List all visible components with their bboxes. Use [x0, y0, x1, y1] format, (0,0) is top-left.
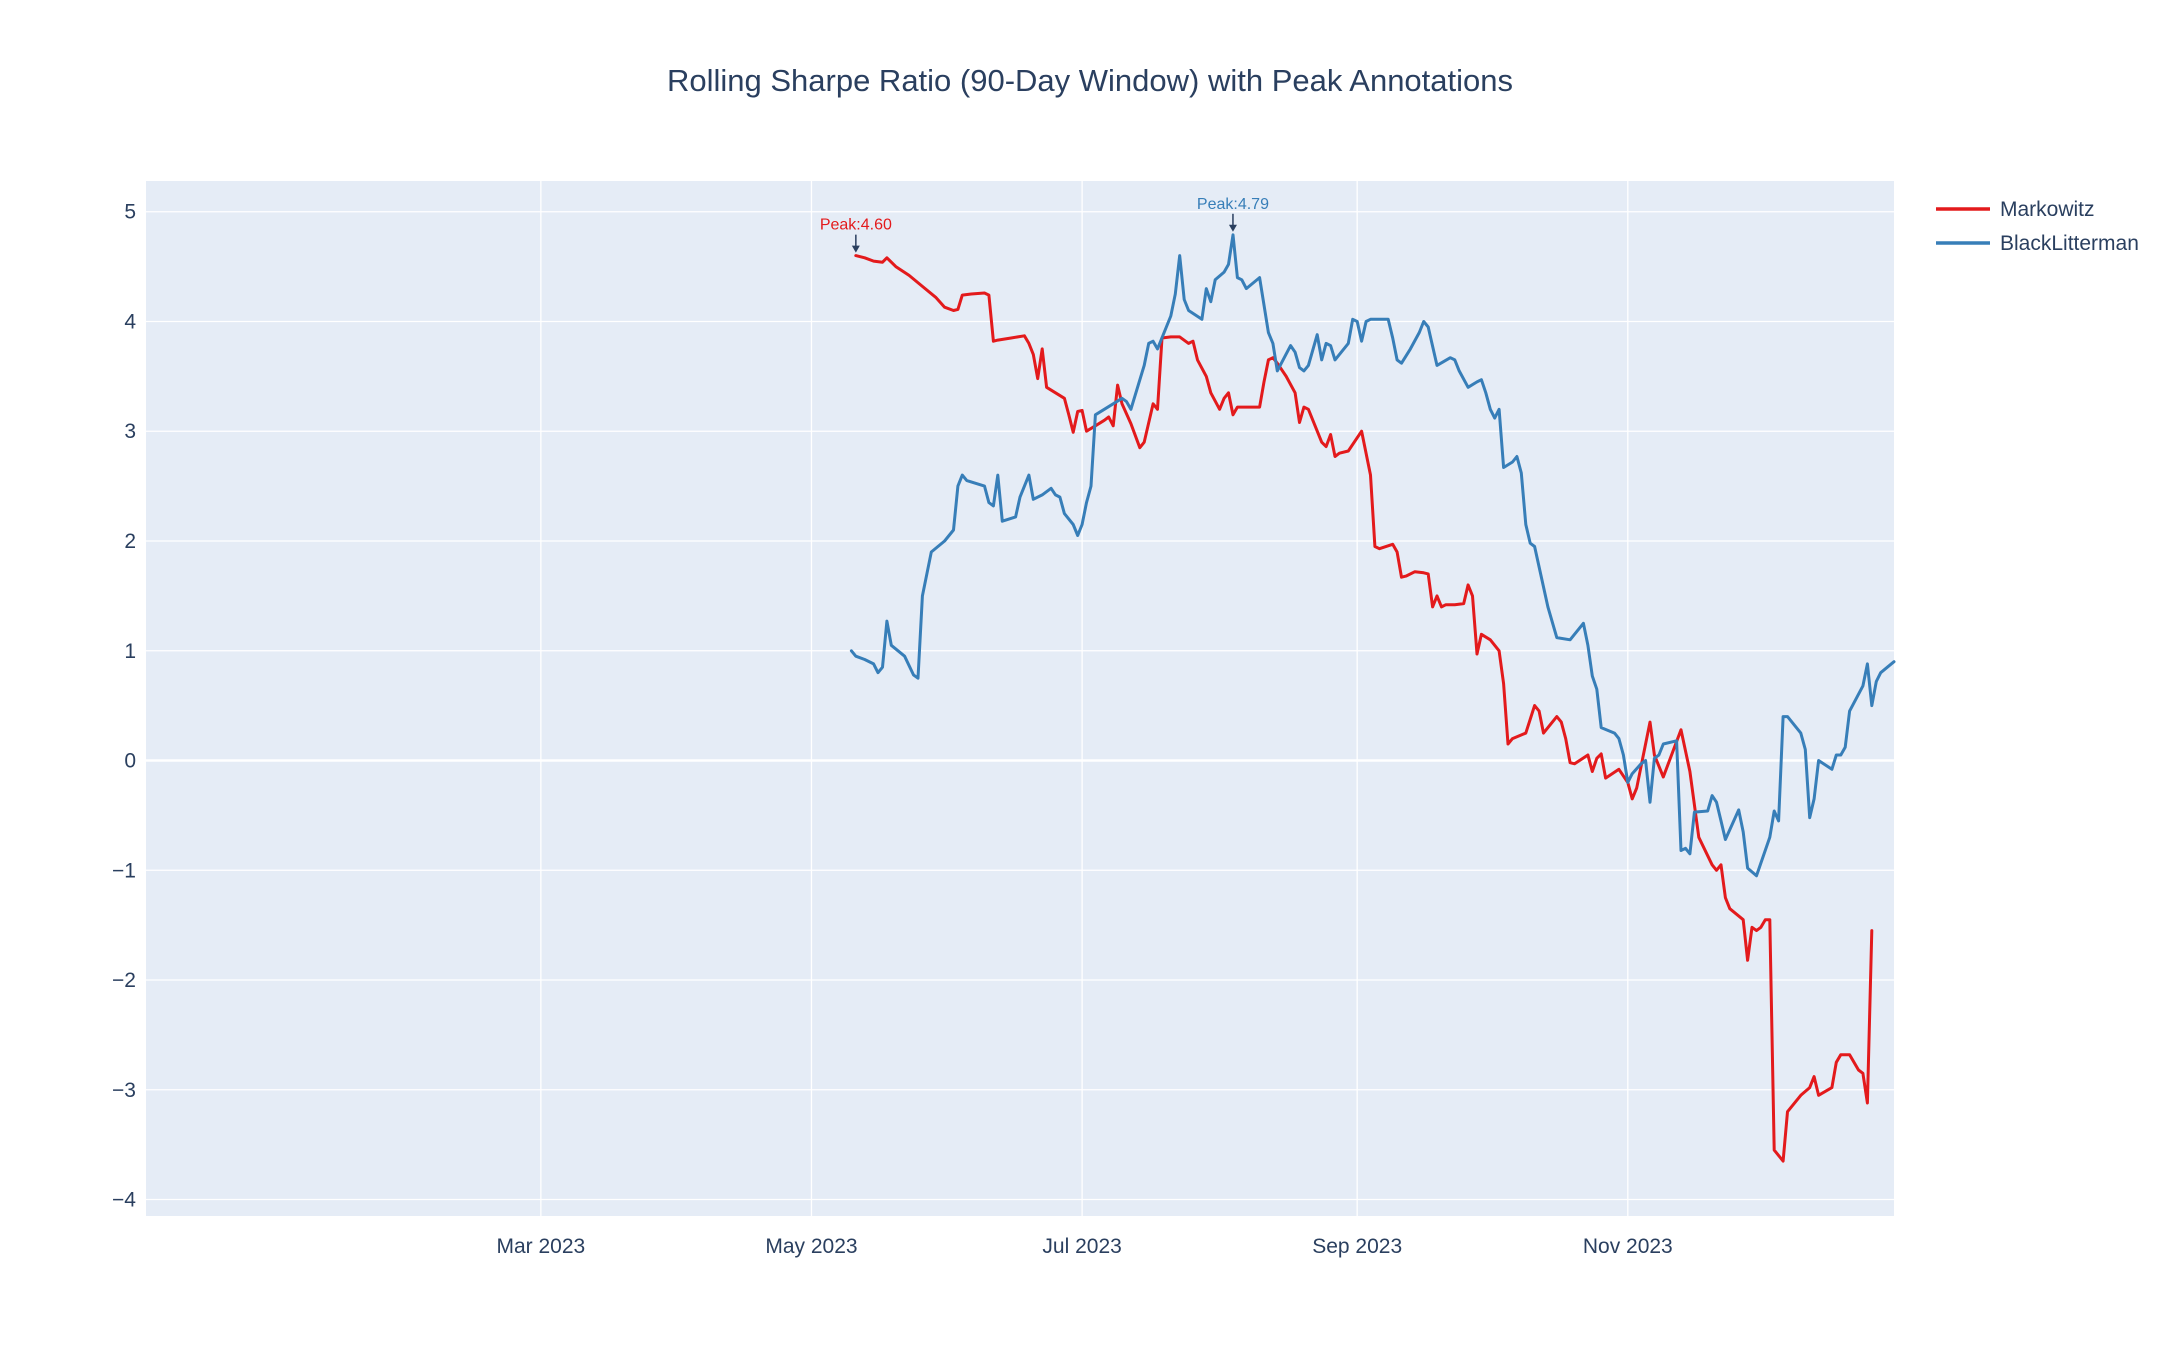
legend-item-markowitz[interactable]: Markowitz — [1936, 198, 2095, 221]
series-line-blacklitterman — [849, 233, 1896, 878]
series-line-markowitz — [854, 254, 1874, 1163]
legend-item-blacklitterman[interactable]: BlackLitterman — [1936, 232, 2139, 255]
y-tick-label: 4 — [124, 310, 136, 333]
peak-annotation-label: Peak:4.60 — [820, 217, 892, 234]
peak-annotation-label: Peak:4.79 — [1197, 196, 1269, 213]
plot-area — [146, 181, 1894, 1216]
peak-annotations: Peak:4.60 Peak:4.79 — [820, 196, 1269, 253]
legend-label: Markowitz — [2000, 198, 2095, 221]
x-axis: Mar 2023 May 2023 Jul 2023 Sep 2023 Nov 2023 — [496, 1235, 1672, 1258]
annotation-arrow-head — [851, 245, 860, 253]
y-tick-label: −4 — [112, 1189, 136, 1212]
x-tick-label: Jul 2023 — [1042, 1235, 1121, 1258]
y-tick-label: 5 — [124, 201, 136, 224]
legend-label: BlackLitterman — [2000, 232, 2139, 255]
y-tick-label: 1 — [124, 640, 136, 663]
y-tick-label: −2 — [112, 969, 136, 992]
y-tick-label: −3 — [112, 1079, 136, 1102]
y-axis: 5 4 3 2 1 0 −1 −2 −3 −4 — [112, 201, 136, 1212]
annotation-arrow-head — [1228, 224, 1237, 232]
y-tick-label: 0 — [124, 750, 136, 773]
x-tick-label: Nov 2023 — [1583, 1235, 1673, 1258]
x-tick-label: May 2023 — [765, 1235, 857, 1258]
chart-title: Rolling Sharpe Ratio (90-Day Window) wit… — [667, 63, 1513, 98]
gridlines — [146, 181, 1894, 1216]
x-tick-label: Sep 2023 — [1312, 1235, 1402, 1258]
y-tick-label: −1 — [112, 859, 136, 882]
y-tick-label: 3 — [124, 420, 136, 443]
y-tick-label: 2 — [124, 530, 136, 553]
legend[interactable]: Markowitz BlackLitterman — [1936, 198, 2139, 255]
series-lines — [849, 233, 1896, 1163]
x-tick-label: Mar 2023 — [496, 1235, 585, 1258]
